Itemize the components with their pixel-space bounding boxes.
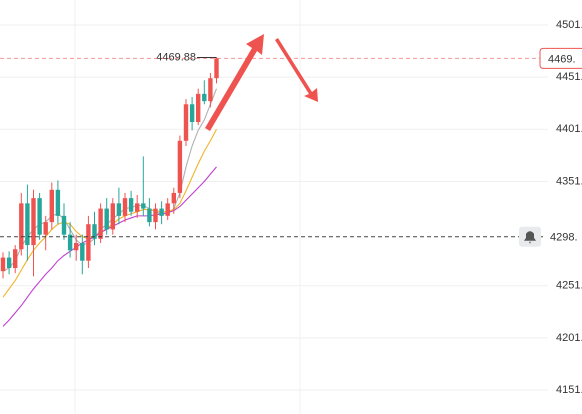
arrows [205,34,318,131]
candle-body [0,257,6,272]
y-tick-label: 4201. [556,332,582,344]
candle-body [74,242,79,251]
candle-body [43,222,48,235]
candle-body [208,78,213,102]
bell-icon [524,231,536,244]
candle-body [128,198,134,212]
candle-body [135,203,140,212]
candle-body [104,208,109,230]
ma-line [2,129,217,298]
candle-body [37,198,42,235]
candle-body [177,140,183,193]
down-arrow [275,38,318,102]
candle-body [153,208,158,223]
y-tick-label: 4401. [556,123,582,135]
candle-body [189,104,195,123]
candle-body [116,203,122,216]
candle-body [159,208,164,216]
candle-body [98,208,103,239]
candle-body [55,189,61,216]
candle-body [49,189,54,223]
candle-body [202,93,207,102]
price-tag [545,226,582,247]
up-arrow [205,34,264,131]
candle-body [122,198,128,216]
candle-body [31,198,36,246]
candle-body [86,224,91,261]
y-tick-label: 4351. [556,175,582,187]
y-tick-label: 4151. [556,384,582,396]
y-axis: 4151. 4201. 4251. 4351. 4401. 4451. 4501. [556,19,582,396]
candle-body [165,203,170,216]
candle-body [80,242,85,261]
candle-body [61,215,67,235]
price-tag-label: 4298. [550,232,578,244]
candle-body [19,203,24,250]
candle-body [67,234,73,251]
candle-body [196,93,201,123]
candle-body [13,249,18,269]
candle-body [214,58,219,79]
ma-line [2,166,217,327]
candle-body [92,224,97,239]
candle-body [171,192,176,204]
high-label: 4469.88 [156,51,196,63]
y-tick-label: 4501. [556,19,582,31]
candles [0,57,219,279]
candle-body [183,104,189,141]
grid [0,24,548,391]
price-tag-label: 4469. [548,53,576,65]
y-tick-label: 4451. [556,71,582,83]
candle-body [147,208,152,223]
candle-body [110,203,115,230]
y-tick-label: 4251. [556,280,582,292]
candle-body [6,257,12,269]
price-tag [539,47,582,69]
candle-body [141,203,146,209]
candle-body [25,203,30,246]
